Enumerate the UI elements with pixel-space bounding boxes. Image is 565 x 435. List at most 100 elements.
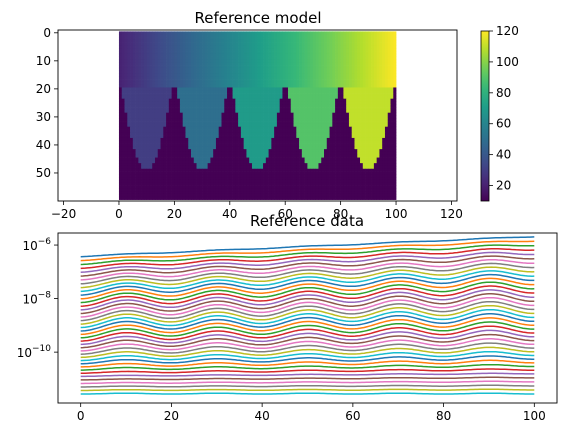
heatmap-cell xyxy=(340,42,344,46)
heatmap-cell xyxy=(227,56,231,60)
heatmap-cell xyxy=(293,163,297,167)
heatmap-cell xyxy=(199,109,203,114)
heatmap-cell xyxy=(318,123,322,128)
heatmap-cell xyxy=(251,132,256,136)
heatmap-cell xyxy=(127,67,131,71)
heatmap-cell xyxy=(254,165,258,170)
heatmap-cell xyxy=(130,143,134,147)
heatmap-cell xyxy=(287,81,292,86)
heatmap-cell xyxy=(365,118,369,122)
heatmap-cell xyxy=(132,107,136,111)
heatmap-cell xyxy=(202,107,206,111)
heatmap-cell xyxy=(213,53,217,57)
heatmap-cell xyxy=(329,56,333,60)
heatmap-cell xyxy=(332,151,336,156)
heatmap-cell xyxy=(229,37,233,41)
heatmap-cell xyxy=(166,48,170,52)
heatmap-cell xyxy=(168,132,172,136)
heatmap-cell xyxy=(146,109,150,114)
heatmap-cell xyxy=(296,95,300,100)
heatmap-cell xyxy=(329,81,333,86)
heatmap-cell xyxy=(168,129,172,133)
heatmap-cell xyxy=(235,168,239,172)
heatmap-cell xyxy=(282,70,286,74)
heatmap-cell xyxy=(357,95,361,100)
heatmap-cell xyxy=(240,160,244,164)
heatmap-cell xyxy=(324,45,328,49)
heatmap-cell xyxy=(287,45,292,49)
heatmap-cell xyxy=(315,165,319,170)
heatmap-cell xyxy=(240,39,244,43)
heatmap-cell xyxy=(121,112,125,116)
heatmap-cell xyxy=(229,140,233,144)
heatmap-cell xyxy=(268,109,272,114)
heatmap-cell xyxy=(215,168,220,172)
heatmap-cell xyxy=(243,165,247,170)
heatmap-cell xyxy=(154,112,159,116)
heatmap-cell xyxy=(152,31,156,35)
heatmap-cell xyxy=(390,73,394,77)
heatmap-cell xyxy=(384,160,389,164)
heatmap-cell xyxy=(193,76,197,80)
heatmap-cell xyxy=(343,104,347,108)
heatmap-cell xyxy=(254,67,258,71)
heatmap-cell xyxy=(127,149,131,153)
heatmap-cell xyxy=(332,168,336,172)
heatmap-cell xyxy=(321,84,325,88)
heatmap-cell xyxy=(373,90,377,94)
heatmap-cell xyxy=(166,168,170,172)
heatmap-cell xyxy=(263,123,267,128)
heatmap-cell xyxy=(229,39,233,43)
heatmap-cell xyxy=(299,39,303,43)
heatmap-cell xyxy=(373,56,377,60)
heatmap-cell xyxy=(371,98,375,102)
heatmap-cell xyxy=(130,67,134,71)
heatmap-cell xyxy=(149,98,153,102)
heatmap-cell xyxy=(324,62,328,66)
heatmap-cell xyxy=(191,118,195,122)
heatmap-cell xyxy=(304,87,308,91)
heatmap-cell xyxy=(304,112,308,116)
heatmap-cell xyxy=(243,101,247,105)
heatmap-cell xyxy=(351,59,355,63)
heatmap-cell xyxy=(287,67,292,71)
heatmap-cell xyxy=(354,67,358,71)
heatmap-cell xyxy=(265,56,269,60)
heatmap-cell xyxy=(257,168,261,172)
heatmap-cell xyxy=(368,87,372,91)
heatmap-cell xyxy=(240,73,244,77)
heatmap-cell xyxy=(177,143,181,147)
heatmap-cell xyxy=(332,123,336,128)
heatmap-cell xyxy=(160,73,164,77)
heatmap-cell xyxy=(238,107,242,111)
heatmap-cell xyxy=(332,101,336,105)
heatmap-cell xyxy=(213,90,217,94)
heatmap-cell xyxy=(268,56,272,60)
heatmap-cell xyxy=(254,168,258,172)
heatmap-cell xyxy=(182,118,186,122)
heatmap-cell xyxy=(279,154,283,158)
heatmap-cell xyxy=(138,118,142,122)
heatmap-cell xyxy=(235,56,239,60)
heatmap-cell xyxy=(238,34,242,38)
heatmap-cell xyxy=(141,123,145,128)
heatmap-cell xyxy=(160,135,164,139)
heatmap-cell xyxy=(360,165,364,170)
heatmap-cell xyxy=(240,84,244,88)
heatmap-cell xyxy=(130,53,134,57)
heatmap-cell xyxy=(118,62,123,66)
heatmap-cell xyxy=(249,154,253,158)
heatmap-cell xyxy=(340,107,344,111)
heatmap-cell xyxy=(215,126,220,130)
heatmap-cell xyxy=(343,146,347,150)
heatmap-cell xyxy=(121,123,125,128)
heatmap-cell xyxy=(251,93,256,97)
heatmap-cell xyxy=(152,53,156,57)
heatmap-cell xyxy=(263,168,267,172)
heatmap-cell xyxy=(332,73,336,77)
heatmap-cell xyxy=(346,70,350,74)
heatmap-cell xyxy=(227,104,231,108)
heatmap-cell xyxy=(213,163,217,167)
heatmap-cell xyxy=(340,112,344,116)
heatmap-cell xyxy=(368,109,372,114)
